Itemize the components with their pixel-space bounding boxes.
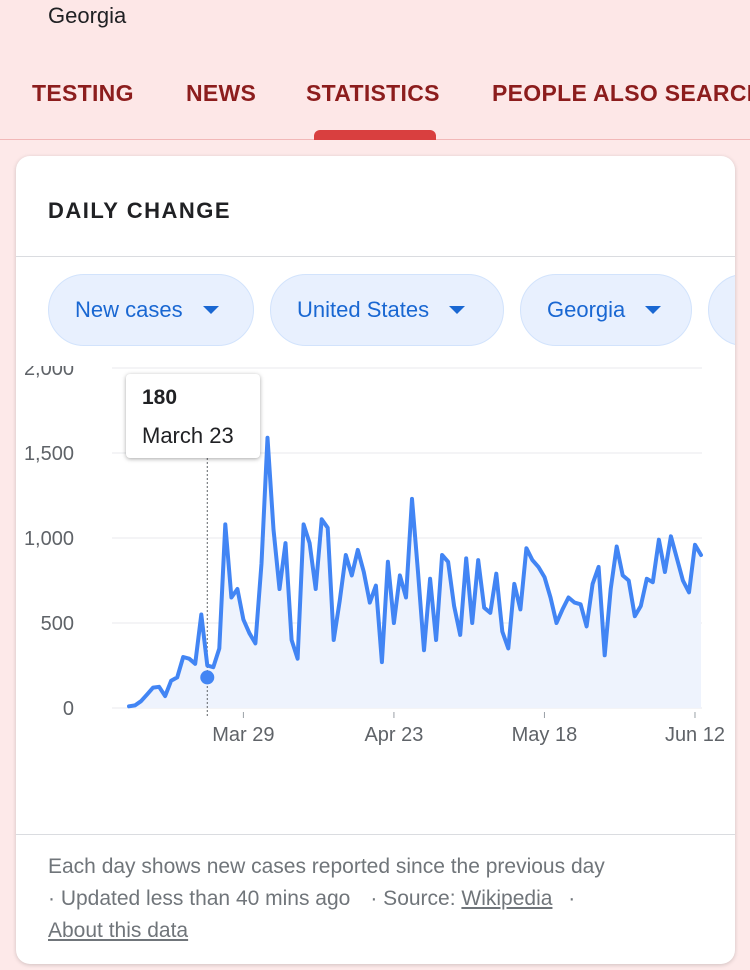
wikipedia-source-link[interactable]: Wikipedia [461,887,553,910]
region-filter-label: Georgia [547,297,626,322]
highlight-point [200,670,215,685]
x-tick-label: Apr 23 [364,724,423,746]
more-filter-chip[interactable] [708,274,735,346]
tab-news[interactable]: NEWS [186,80,257,106]
metric-filter-chip[interactable]: New cases [48,274,254,346]
cases-area-fill [129,437,701,708]
daily-cases-chart: 0 500 1,000 1,500 2,000 Mar 29 Apr 23 May 18 Ju… [24,366,725,746]
x-axis-ticks: Mar 29 Apr 23 May 18 Jun 12 [212,712,725,746]
region-filter-chip[interactable]: Georgia [520,274,692,346]
y-axis-ticks: 0 500 1,000 1,500 2,000 [24,366,74,720]
dropdown-arrow-icon [449,306,466,314]
x-tick-label: Mar 29 [212,724,274,746]
tab-statistics[interactable]: STATISTICS [306,80,440,106]
y-tick-label: 0 [63,698,74,720]
footnote-description: Each day shows new cases reported since … [48,855,605,878]
active-tab-indicator [314,130,436,140]
tab-testing[interactable]: TESTING [32,80,134,106]
dropdown-arrow-icon [645,306,662,314]
location-label: Georgia [48,3,127,28]
title-divider [16,256,735,257]
y-tick-label: 1,000 [24,528,74,550]
about-this-data-link[interactable]: About this data [48,919,189,942]
x-tick-label: Jun 12 [665,724,725,746]
y-tick-label: 1,500 [24,443,74,465]
metric-filter-label: New cases [75,297,183,322]
footnote-source-label: · Source: [370,887,456,910]
footnote-updated: · Updated less than 40 mins ago [48,887,351,910]
y-tick-label: 500 [41,613,74,635]
chart-tooltip: 180 March 23 [126,374,260,458]
chart-footnote: Each day shows new cases reported since … [48,851,708,947]
footer-divider [16,834,735,835]
footnote-bullet: · [568,887,576,910]
country-filter-label: United States [297,297,430,322]
tab-bar: TESTING NEWS STATISTICS PEOPLE ALSO SEAR… [0,78,750,140]
tab-people-also-search-for[interactable]: PEOPLE ALSO SEARCH FOR [492,80,750,106]
cases-series-line [127,435,703,709]
top-bar: Georgia TESTING NEWS STATISTICS PEOPLE A… [0,0,750,140]
daily-change-card: DAILY CHANGE New cases United States Geo… [16,156,735,964]
country-filter-chip[interactable]: United States [270,274,504,346]
tooltip-value: 180 [142,386,178,409]
dropdown-arrow-icon [202,306,219,314]
card-title: DAILY CHANGE [48,198,232,223]
x-tick-label: May 18 [512,724,578,746]
tooltip-date: March 23 [142,423,234,448]
y-tick-label: 2,000 [24,366,74,380]
